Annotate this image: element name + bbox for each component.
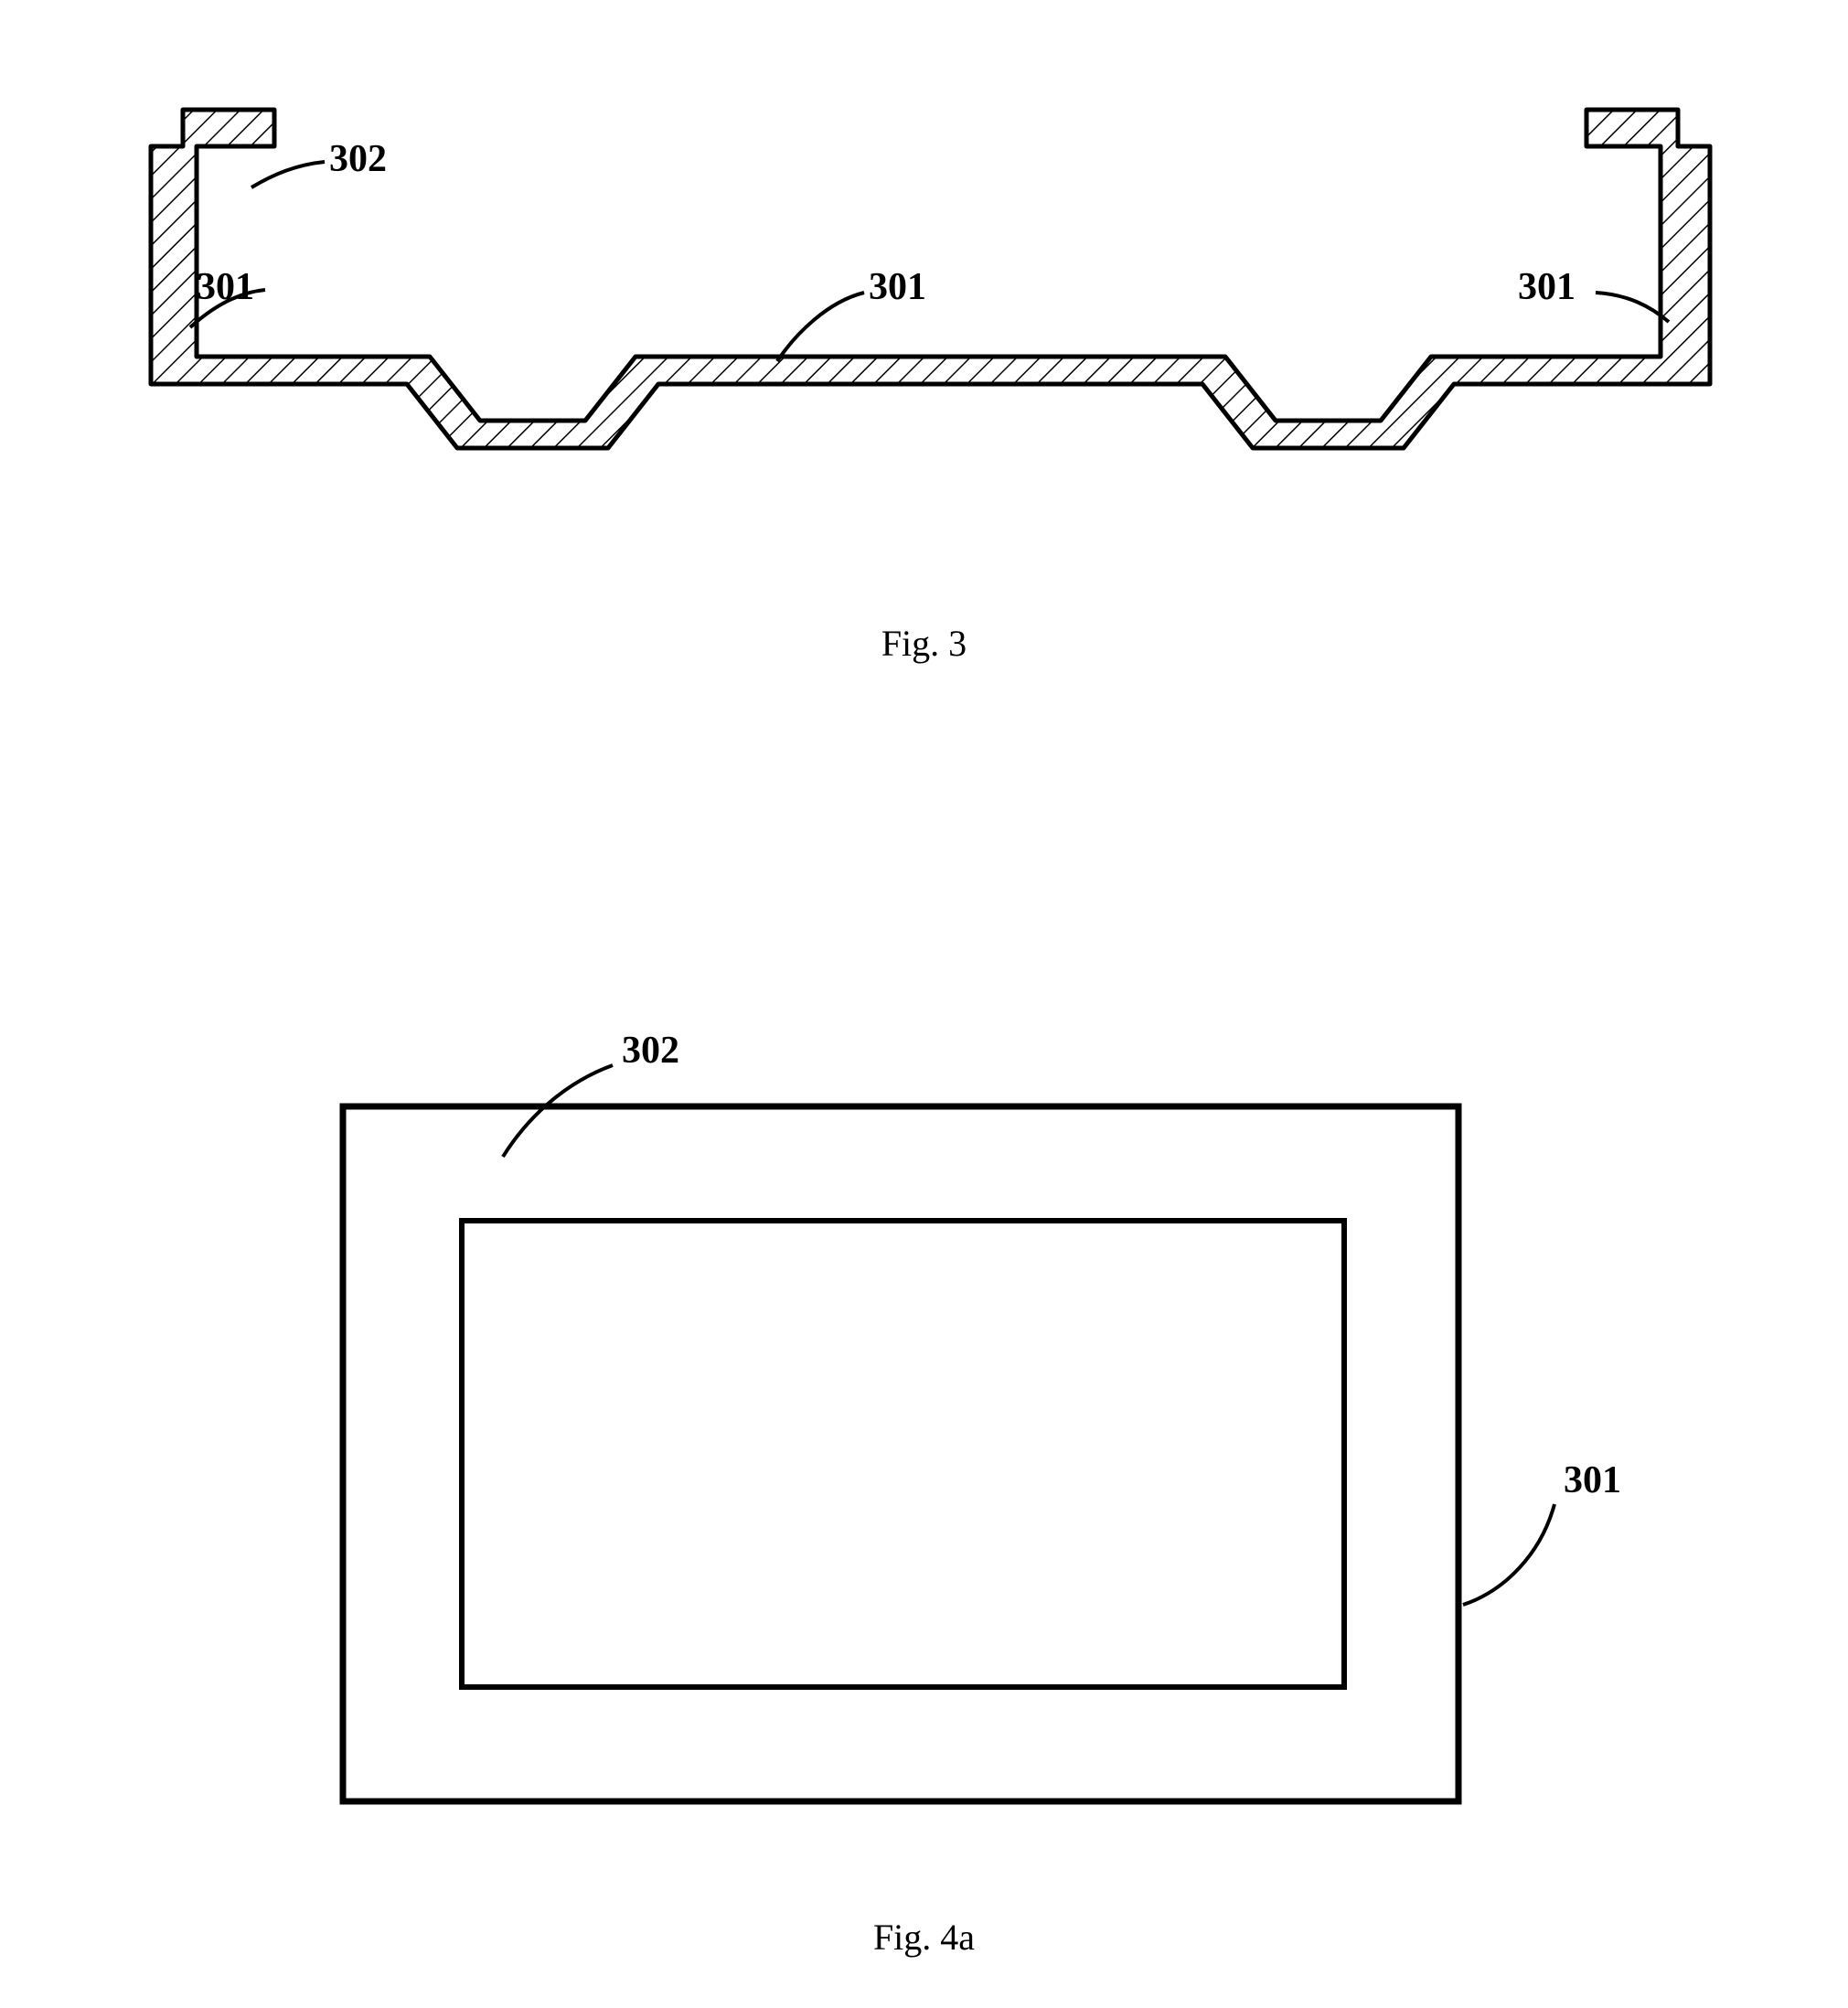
fig3-label-301-right: 301	[1518, 265, 1576, 309]
fig3-caption: Fig. 3	[0, 622, 1848, 665]
fig4a-label-301: 301	[1564, 1458, 1621, 1502]
fig4a-caption: Fig. 4a	[0, 1916, 1848, 1959]
fig4a-inner-rect	[462, 1221, 1344, 1687]
fig3-label-301-center: 301	[869, 265, 926, 309]
fig4a-outer-rect	[343, 1106, 1458, 1801]
fig3-label-302: 302	[329, 137, 387, 181]
fig3-leader-301-center	[777, 293, 864, 361]
fig3-label-301-left: 301	[197, 265, 254, 309]
fig4a-leader-302	[503, 1065, 613, 1157]
fig4a-label-302: 302	[622, 1029, 679, 1073]
fig4a-leader-301	[1463, 1504, 1554, 1605]
fig3-leader-301-right	[1596, 293, 1669, 322]
fig3-leader-302	[251, 162, 325, 187]
